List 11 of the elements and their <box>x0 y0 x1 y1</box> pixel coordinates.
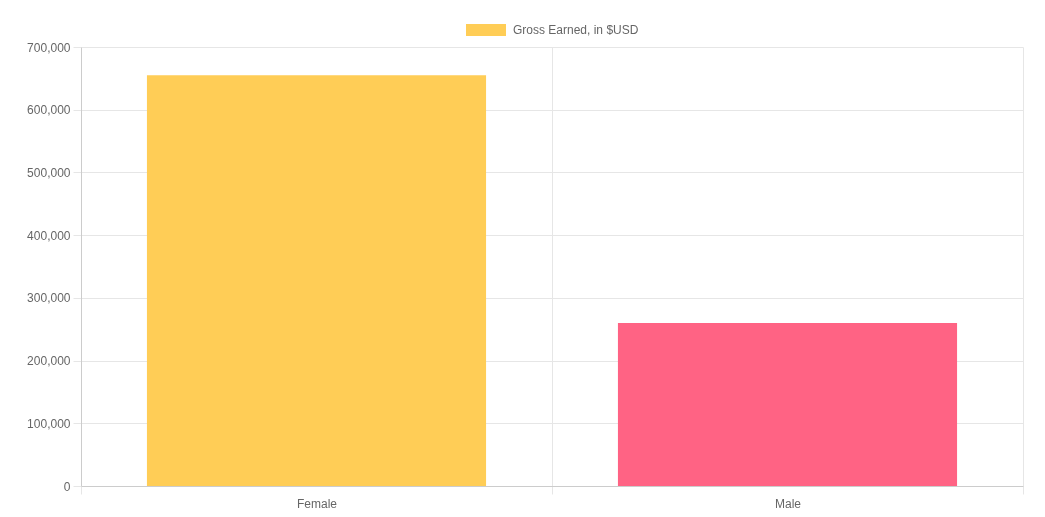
y-tick-label: 500,000 <box>27 165 71 180</box>
y-tick-label: 400,000 <box>27 228 71 243</box>
y-tick-label: 200,000 <box>27 354 71 369</box>
x-tick-label: Male <box>774 496 802 511</box>
x-tick-label: Female <box>296 496 338 511</box>
y-tick-label: 0 <box>63 479 71 494</box>
legend-label: Gross Earned, in $USD <box>513 23 639 37</box>
y-tick-label: 700,000 <box>27 40 71 55</box>
y-tick-label: 100,000 <box>27 416 71 431</box>
y-tick-label: 300,000 <box>27 291 71 306</box>
y-tick-label: 600,000 <box>27 103 71 118</box>
